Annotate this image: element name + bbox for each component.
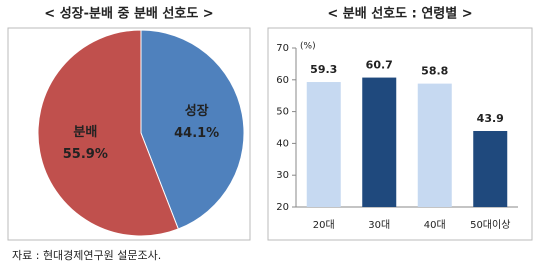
x-tick-label: 20대 — [313, 219, 335, 231]
pie-title: < 성장-분배 중 분배 선호도 > — [44, 6, 213, 22]
bar-value: 43.9 — [477, 112, 504, 125]
bar-value: 60.7 — [366, 59, 393, 72]
bar — [473, 130, 508, 207]
y-tick-label: 20 — [276, 202, 289, 213]
pie-slice — [140, 29, 245, 230]
x-tick-label: 50대이상 — [470, 219, 510, 231]
slice-value: 44.1% — [174, 126, 219, 141]
source-note: 자료 : 현대경제연구원 설문조사. — [12, 249, 161, 262]
bar-title: < 분배 선호도 : 연령별 > — [327, 6, 472, 22]
y-unit: (%) — [300, 42, 316, 52]
slice-value: 55.9% — [63, 147, 108, 162]
x-tick-label: 30대 — [368, 219, 390, 231]
y-tick-label: 70 — [276, 43, 289, 54]
y-tick-label: 60 — [276, 75, 289, 86]
pie-slice — [37, 29, 179, 237]
bar — [417, 83, 452, 207]
bar-value: 59.3 — [310, 63, 337, 76]
bar — [306, 82, 341, 207]
slice-label: 성장 — [185, 103, 209, 119]
bar-value: 58.8 — [421, 65, 448, 78]
x-tick-label: 40대 — [424, 219, 446, 231]
y-tick-label: 30 — [276, 170, 289, 181]
y-tick-label: 50 — [276, 107, 289, 118]
y-tick-label: 40 — [276, 138, 289, 149]
bar — [362, 77, 397, 207]
slice-label: 분배 — [73, 124, 97, 140]
